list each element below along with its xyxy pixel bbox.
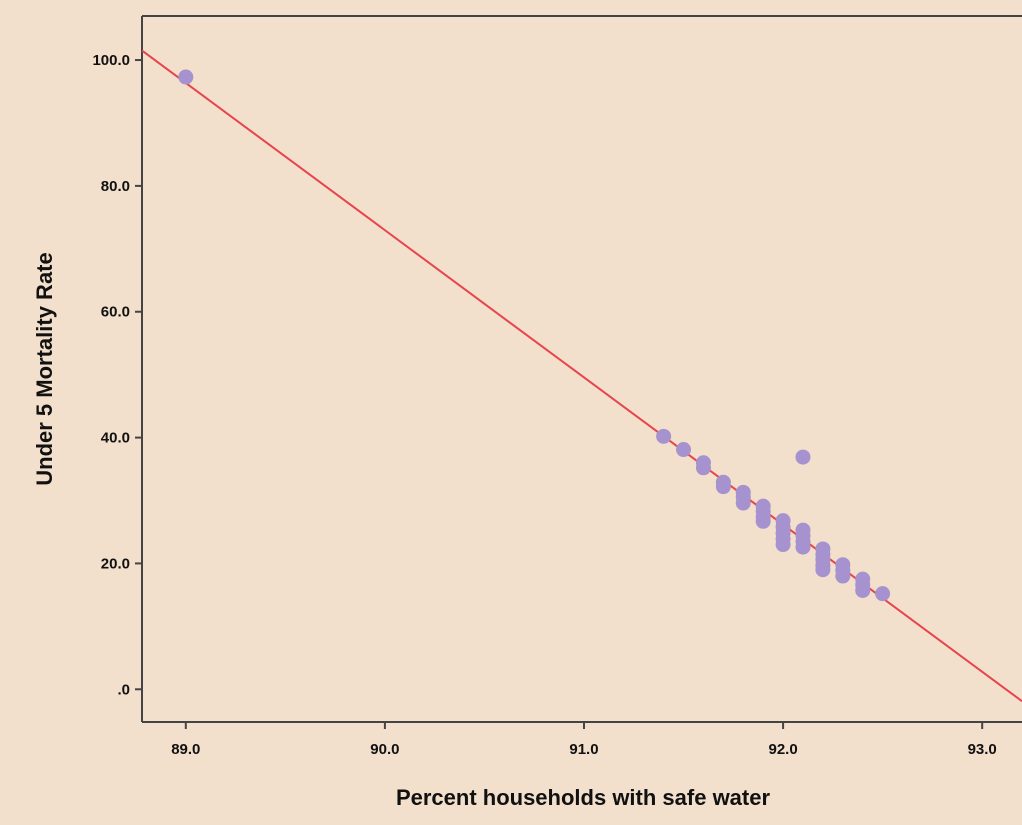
points-layer <box>178 69 891 602</box>
scatter-point <box>695 460 711 476</box>
x-tick-label: 91.0 <box>569 741 598 758</box>
x-axis-title: Percent households with safe water <box>396 785 771 810</box>
x-axis-ticks: 89.0 90.0 91.0 92.0 93.0 <box>171 722 997 758</box>
y-tick-label: 60.0 <box>101 304 130 321</box>
y-axis-title: Under 5 Mortality Rate <box>32 252 57 486</box>
y-tick-label: .0 <box>117 681 130 698</box>
scatter-point <box>715 479 731 495</box>
scatter-point <box>815 562 831 578</box>
scatter-point <box>735 495 751 511</box>
scatter-point <box>795 539 811 555</box>
y-tick-label: 20.0 <box>101 555 130 572</box>
x-tick-label: 92.0 <box>768 741 797 758</box>
x-tick-label: 90.0 <box>370 741 399 758</box>
scatter-point <box>676 442 692 458</box>
scatter-point <box>656 428 672 444</box>
plot-frame <box>141 15 1022 723</box>
y-tick-label: 80.0 <box>101 178 130 195</box>
scatter-point <box>755 513 771 529</box>
x-tick-label: 93.0 <box>968 741 997 758</box>
y-tick-label: 100.0 <box>92 52 130 69</box>
x-tick-label: 89.0 <box>171 741 200 758</box>
scatter-point <box>178 69 194 85</box>
scatter-point <box>875 586 891 602</box>
scatter-point <box>835 568 851 584</box>
y-tick-label: 40.0 <box>101 430 130 447</box>
scatter-point <box>795 449 811 465</box>
scatter-point <box>855 582 871 598</box>
scatter-point <box>775 537 791 553</box>
y-axis-ticks: .0 20.0 40.0 60.0 80.0 100.0 <box>92 52 142 698</box>
